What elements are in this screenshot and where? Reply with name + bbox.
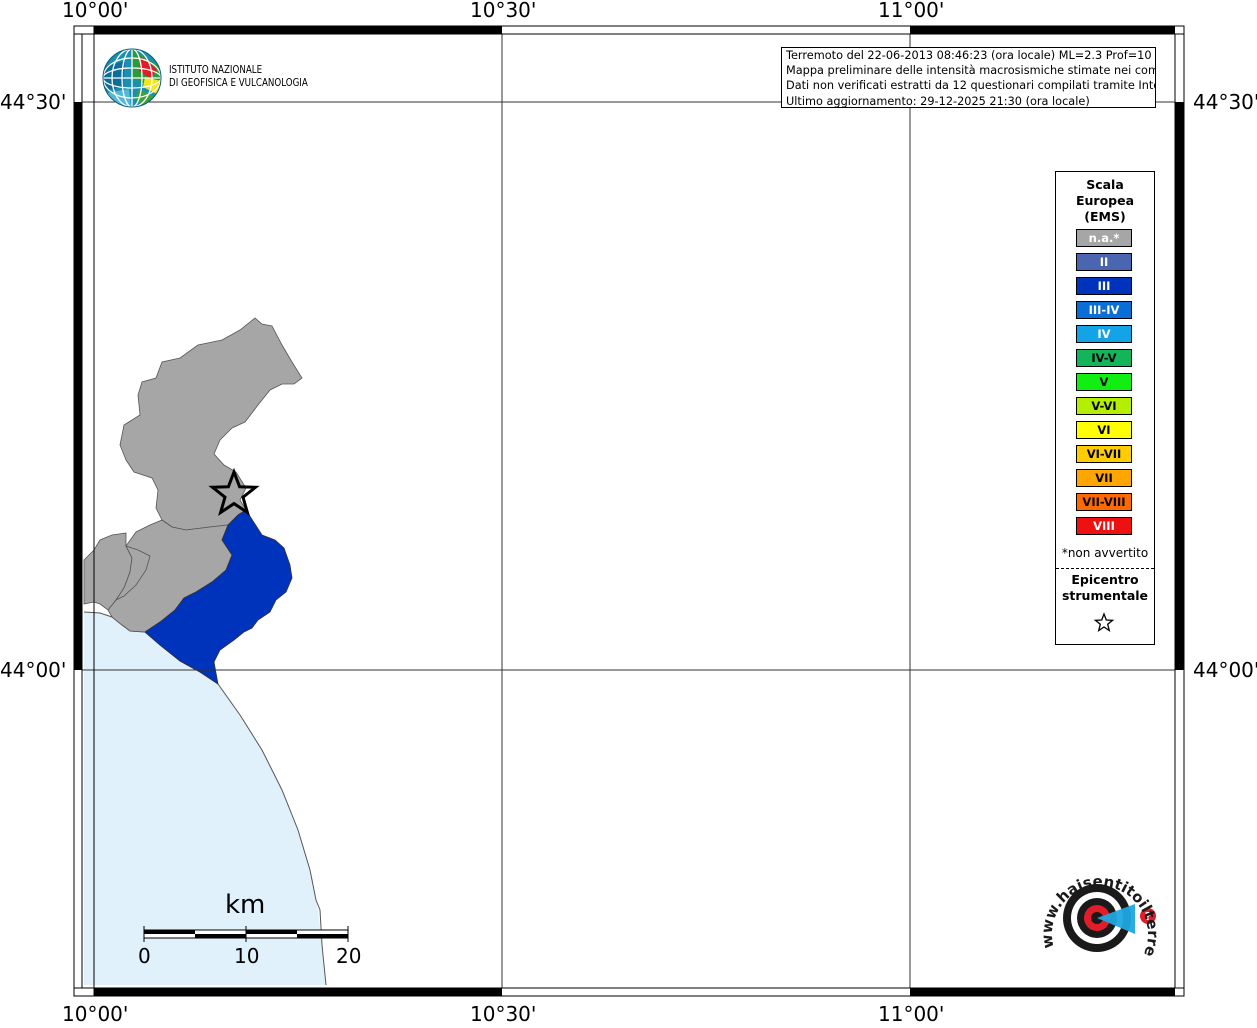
legend-item: V	[1076, 373, 1132, 391]
legend-title-line: Europea	[1075, 193, 1135, 208]
lat-label-right-2: 44°00'	[1193, 658, 1257, 682]
municipality-na-west-inner	[114, 545, 151, 602]
lat-label-left-1: 44°30'	[0, 90, 67, 114]
legend-item: VII	[1076, 469, 1132, 487]
legend-item: III	[1076, 277, 1132, 295]
lon-label-bottom-2: 10°30'	[470, 1002, 537, 1026]
scale-tick-0: 0	[138, 944, 151, 968]
epicenter-star	[208, 467, 260, 517]
legend-item: VI	[1076, 421, 1132, 439]
legend-item: n.a.*	[1076, 229, 1132, 247]
scale-unit: km	[225, 890, 266, 920]
event-info-line: Dati non verificati estratti da 12 quest…	[786, 79, 1156, 93]
legend-item: II	[1076, 253, 1132, 271]
legend-star-icon	[1093, 612, 1115, 632]
map-frame-corner-lines	[74, 26, 1184, 996]
legend-epicenter-line: strumentale	[1061, 588, 1149, 603]
scale-tick-20: 20	[336, 944, 362, 968]
lon-label-bottom-3: 11°00'	[878, 1002, 945, 1026]
lat-label-left-2: 44°00'	[0, 658, 67, 682]
legend-title: Scala Europea (EMS)	[1056, 177, 1154, 225]
legend-epicenter-label: Epicentro strumentale	[1056, 572, 1154, 604]
legend-item: VI-VII	[1076, 445, 1132, 463]
ingv-name-line1: ISTITUTO NAZIONALE	[169, 64, 263, 76]
legend-item: IV-V	[1076, 349, 1132, 367]
legend-title-line: (EMS)	[1084, 209, 1126, 224]
haisentito-logo: ? www.haisentitoilterremoto.it ?	[1035, 856, 1162, 959]
legend-item: III-IV	[1076, 301, 1132, 319]
event-info-line: Ultimo aggiornamento: 29-12-2025 21:30 (…	[786, 94, 1090, 108]
lat-label-right-1: 44°30'	[1193, 90, 1257, 114]
scale-bar	[143, 926, 349, 942]
lon-label-top-1: 10°00'	[62, 0, 129, 22]
ems-legend: Scala Europea (EMS) n.a.* II III III-IV IV IV…	[1055, 171, 1155, 645]
ingv-logo	[101, 47, 316, 111]
municipality-iii	[144, 509, 293, 685]
graticule	[82, 34, 1175, 988]
legend-item: V-VI	[1076, 397, 1132, 415]
legend-note: *non avvertito	[1061, 546, 1149, 560]
legend-title-line: Scala	[1086, 177, 1124, 192]
legend-divider	[1056, 568, 1154, 569]
event-info-line: Mappa preliminare delle intensità macros…	[786, 64, 1156, 78]
lon-label-top-2: 10°30'	[470, 0, 537, 22]
legend-item: VII-VIII	[1076, 493, 1132, 511]
lon-label-top-3: 11°00'	[878, 0, 945, 22]
ingv-name-line2: DI GEOFISICA E VULCANOLOGIA	[169, 77, 308, 89]
svg-text:?: ?	[1145, 910, 1151, 923]
ingv-name: ISTITUTO NAZIONALE DI GEOFISICA E VULCAN…	[169, 64, 308, 90]
legend-item: VIII	[1076, 517, 1132, 535]
legend-epicenter-line: Epicentro	[1071, 572, 1139, 587]
ingv-globe-icon	[102, 48, 162, 108]
sea-area	[84, 612, 326, 985]
lon-label-bottom-1: 10°00'	[62, 1002, 129, 1026]
map-frame-bars	[74, 26, 1184, 996]
legend-item: IV	[1076, 325, 1132, 343]
event-info-box: Terremoto del 22-06-2013 08:46:23 (ora l…	[781, 47, 1156, 108]
event-info-line: Terremoto del 22-06-2013 08:46:23 (ora l…	[786, 49, 1156, 62]
scale-tick-10: 10	[234, 944, 260, 968]
